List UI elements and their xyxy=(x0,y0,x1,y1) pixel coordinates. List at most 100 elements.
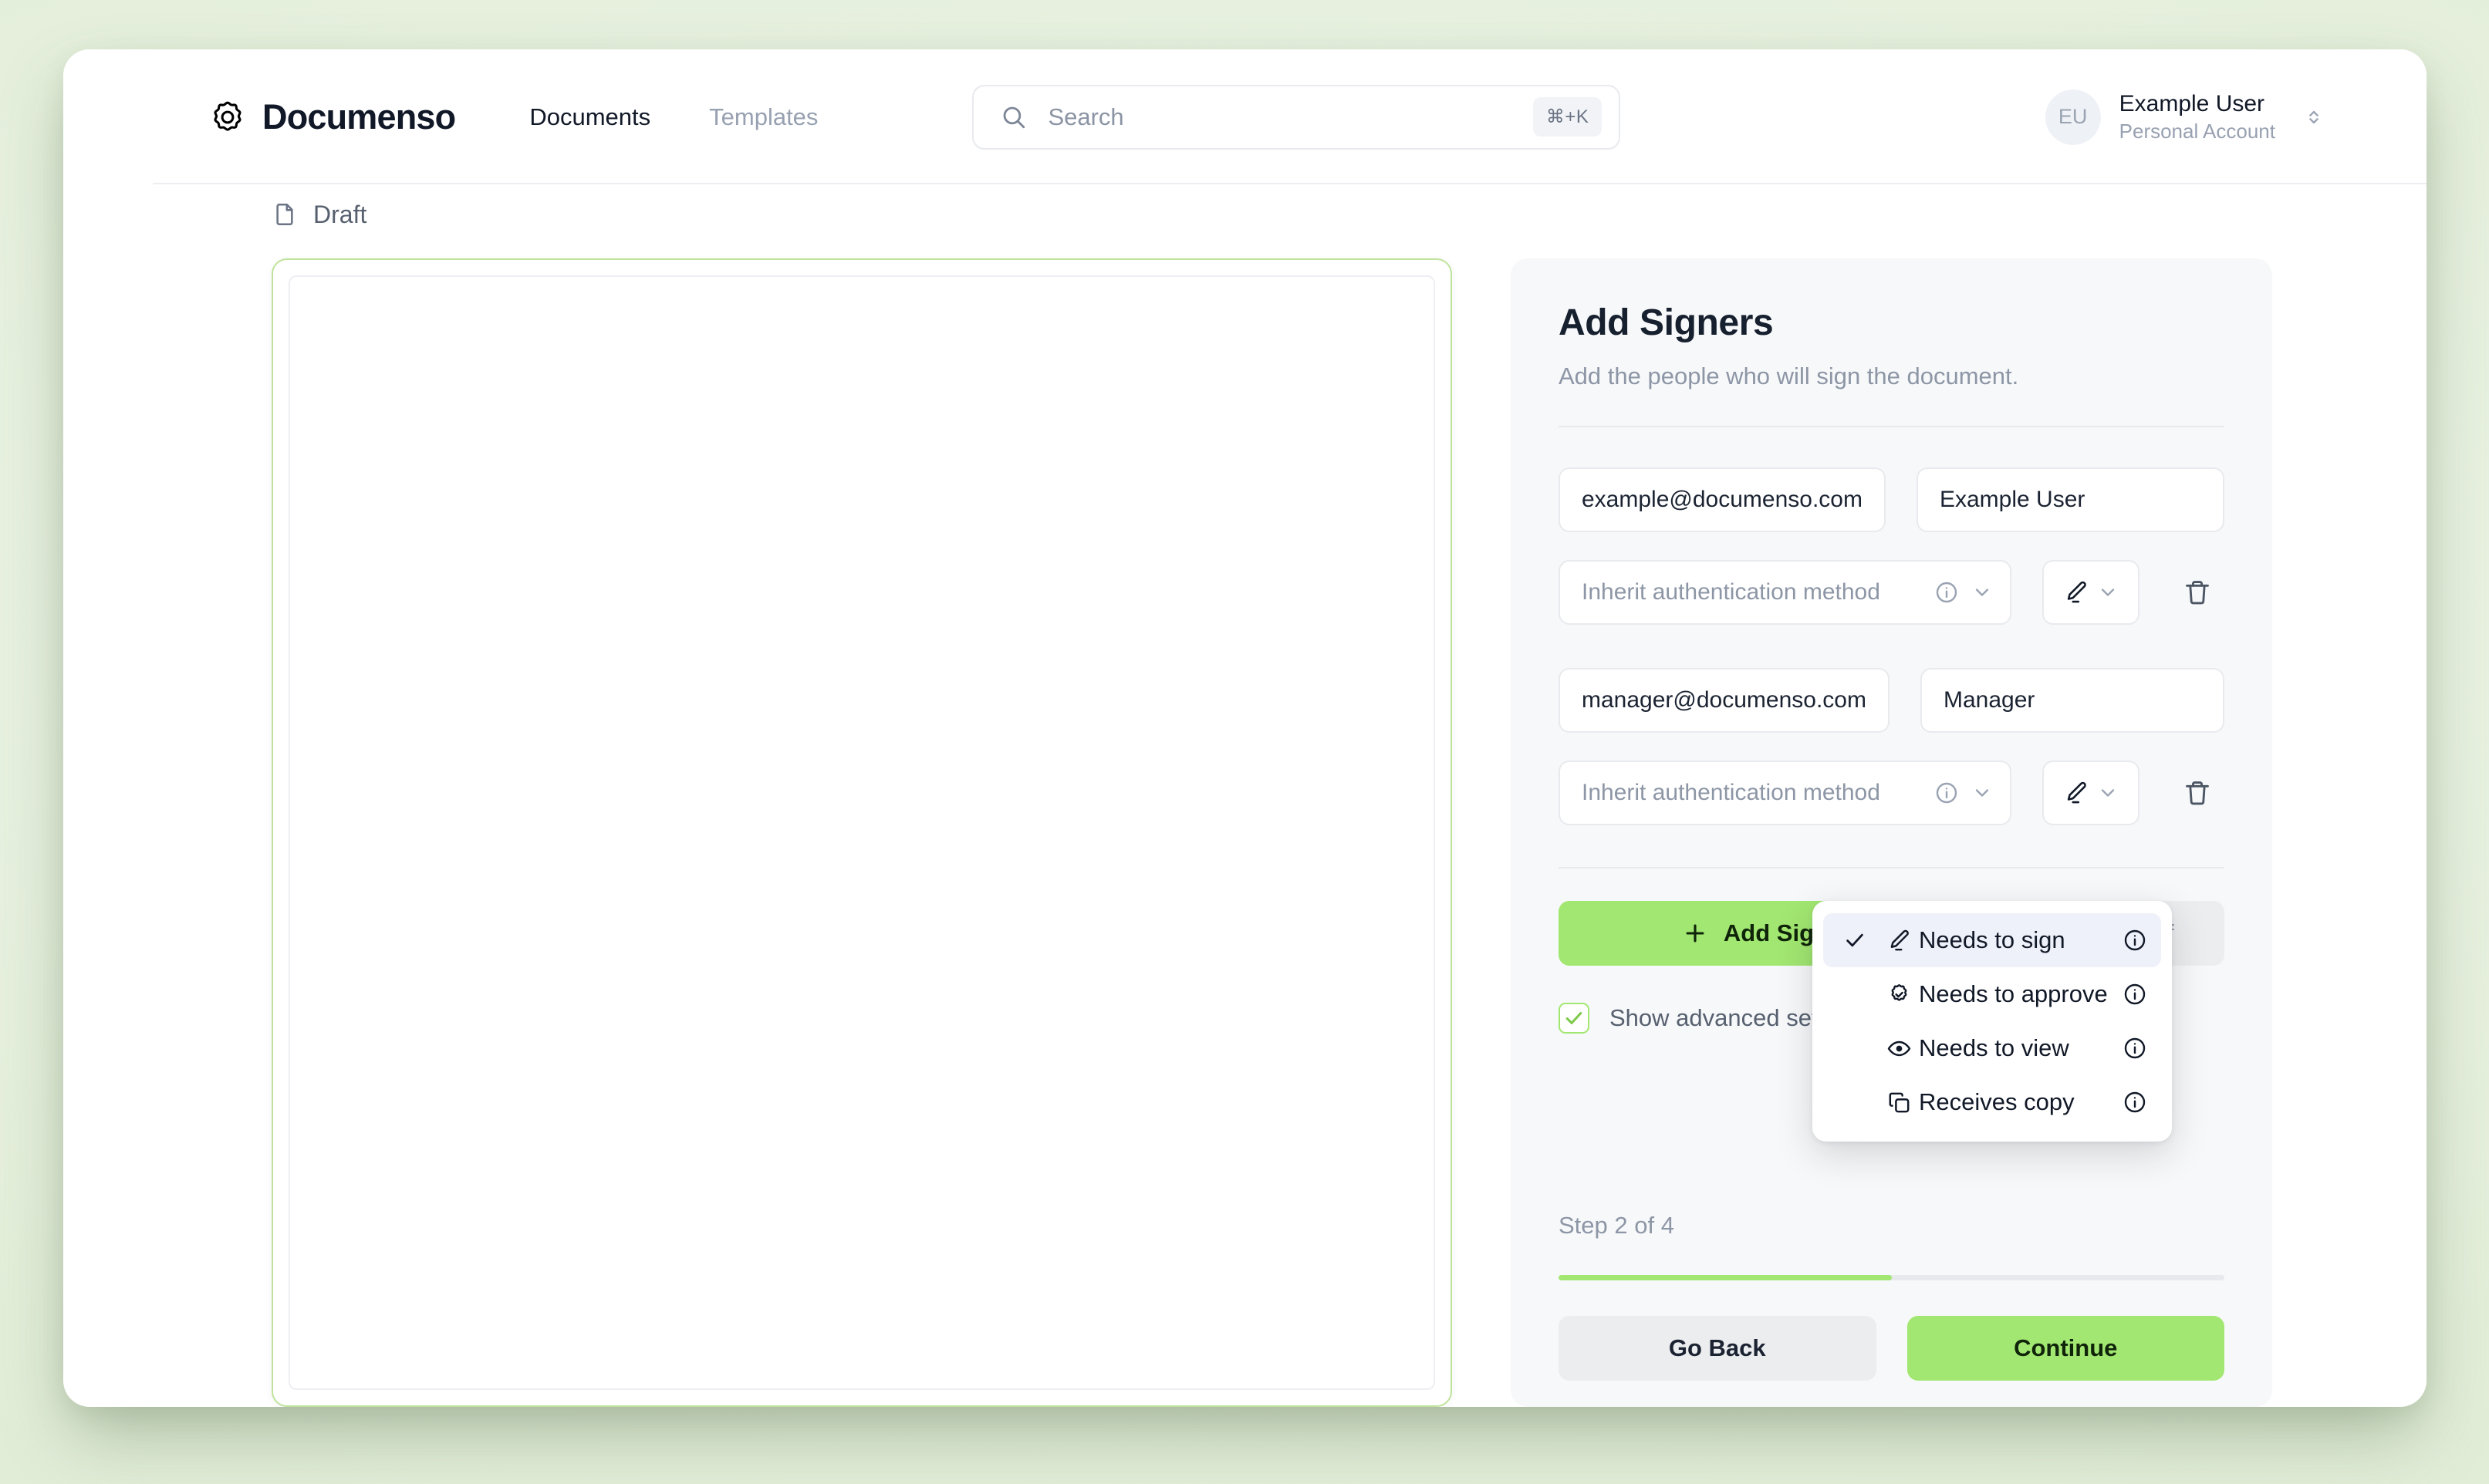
chevron-down-icon xyxy=(2101,789,2115,797)
menu-item-needs-to-view[interactable]: Needs to view xyxy=(1823,1021,2161,1075)
info-icon xyxy=(2124,929,2146,951)
menu-item-needs-to-approve[interactable]: Needs to approve xyxy=(1823,967,2161,1021)
page-title: Add Signers xyxy=(1559,302,1774,343)
menu-item-label: Needs to sign xyxy=(1919,926,2065,953)
signer-delete-button[interactable] xyxy=(2170,560,2224,625)
menu-item-needs-to-sign[interactable]: Needs to sign xyxy=(1823,913,2161,967)
trash-icon xyxy=(2186,781,2209,805)
signer-auth-value: Inherit authentication method xyxy=(1582,780,1880,805)
menu-item-label: Needs to approve xyxy=(1919,980,2108,1007)
panel-footer: Step 2 of 4 Go Back Continue xyxy=(1559,1212,2224,1407)
documenso-rosette-icon xyxy=(214,101,241,131)
app-header: Documenso Documents Templates Search ⌘+K… xyxy=(63,49,2427,184)
add-signers-panel: Add Signers Add the people who will sign… xyxy=(1511,258,2272,1407)
go-back-label: Go Back xyxy=(1668,1334,1766,1361)
search-shortcut-badge: ⌘+K xyxy=(1532,97,1602,137)
account-switcher[interactable]: EU Example User Personal Account xyxy=(2045,89,2334,145)
search-icon xyxy=(1004,106,1025,128)
trash-icon xyxy=(2186,581,2209,605)
page-subtitle: Add the people who will sign the documen… xyxy=(1559,363,2019,390)
nav-item-templates[interactable]: Templates xyxy=(709,103,819,130)
menu-item-info-icon[interactable] xyxy=(2119,1036,2150,1061)
pen-icon xyxy=(2067,781,2086,804)
brand-logo-group[interactable]: Documenso xyxy=(210,96,456,137)
go-back-button[interactable]: Go Back xyxy=(1559,1316,1876,1381)
copy-icon xyxy=(1889,1092,1909,1112)
app-window: Documenso Documents Templates Search ⌘+K… xyxy=(63,49,2427,1407)
main-nav: Documents Templates xyxy=(529,103,818,131)
signers-divider xyxy=(1559,867,2224,868)
info-icon xyxy=(2124,1037,2146,1059)
progress-bar xyxy=(1559,1275,2224,1280)
pen-icon xyxy=(1890,929,1909,950)
chevron-down-icon xyxy=(2101,589,2115,596)
signer-name-input[interactable]: Manager xyxy=(1920,668,2224,733)
signer-auth-adornments xyxy=(1934,580,1993,605)
signer-identity-row: example@documenso.com Example User xyxy=(1559,467,2224,532)
menu-icon-badge-check xyxy=(1879,982,1919,1007)
brand-name: Documenso xyxy=(262,96,456,137)
signer-email-input[interactable]: manager@documenso.com xyxy=(1559,668,1890,733)
menu-item-info-icon[interactable] xyxy=(2119,928,2150,953)
plus-icon xyxy=(1686,924,1704,943)
menu-item-label: Needs to view xyxy=(1919,1034,2069,1061)
info-icon xyxy=(2124,1091,2146,1113)
pen-icon xyxy=(2067,581,2086,603)
selected-check xyxy=(1831,929,1879,952)
signer-options-row: Inherit authentication method xyxy=(1559,761,2224,825)
user-name: Example User xyxy=(2119,91,2265,117)
menu-icon-copy xyxy=(1879,1090,1919,1115)
signer-auth-adornments xyxy=(1934,781,1993,805)
info-icon xyxy=(2124,983,2146,1005)
header-divider xyxy=(153,183,2427,184)
file-icon xyxy=(276,203,293,226)
signer-identity-row: manager@documenso.com Manager xyxy=(1559,668,2224,733)
user-account-type: Personal Account xyxy=(2119,120,2275,143)
signer-role-dropdown-menu: Needs to sign Needs to approve xyxy=(1812,901,2172,1142)
signer-options-row: Inherit authentication method xyxy=(1559,560,2224,625)
check-icon xyxy=(1846,933,1863,947)
eye-icon xyxy=(1887,1040,1910,1056)
continue-label: Continue xyxy=(2014,1334,2118,1361)
signer-email-input[interactable]: example@documenso.com xyxy=(1559,467,1886,532)
signer-role-button[interactable] xyxy=(2042,560,2139,625)
menu-icon-pen xyxy=(1879,928,1919,953)
search-placeholder: Search xyxy=(1048,103,1124,130)
signer-row: manager@documenso.com Manager Inherit au… xyxy=(1559,668,2224,825)
document-status-label: Draft xyxy=(313,200,367,228)
badge-check-icon xyxy=(1891,983,1906,1001)
menu-item-info-icon[interactable] xyxy=(2119,982,2150,1007)
signer-auth-select[interactable]: Inherit authentication method xyxy=(1559,761,2011,825)
panel-divider xyxy=(1559,426,2224,427)
app-body: Add Signers Add the people who will sign… xyxy=(63,245,2427,1407)
signer-name-input[interactable]: Example User xyxy=(1916,467,2224,532)
document-preview[interactable] xyxy=(272,258,1452,1407)
info-icon[interactable] xyxy=(1934,580,1959,605)
signer-auth-select[interactable]: Inherit authentication method xyxy=(1559,560,2011,625)
signer-row: example@documenso.com Example User Inher… xyxy=(1559,467,2224,625)
signer-list: example@documenso.com Example User Inher… xyxy=(1559,467,2224,825)
user-text: Example User Personal Account xyxy=(2119,91,2275,143)
info-icon[interactable] xyxy=(1934,781,1959,805)
show-advanced-settings-checkbox[interactable] xyxy=(1559,1003,1589,1034)
nav-item-documents[interactable]: Documents xyxy=(529,103,651,130)
menu-item-receives-copy[interactable]: Receives copy xyxy=(1823,1075,2161,1129)
document-status-bar: Draft xyxy=(63,184,2427,245)
step-indicator: Step 2 of 4 xyxy=(1559,1212,1674,1239)
continue-button[interactable]: Continue xyxy=(1906,1316,2224,1381)
signer-auth-value: Inherit authentication method xyxy=(1582,579,1880,605)
check-icon xyxy=(1565,1012,1582,1024)
progress-bar-fill xyxy=(1559,1275,1892,1280)
signer-delete-button[interactable] xyxy=(2170,761,2224,825)
footer-buttons: Go Back Continue xyxy=(1559,1316,2224,1407)
search-bar[interactable]: Search ⌘+K xyxy=(972,84,1621,150)
menu-item-label: Receives copy xyxy=(1919,1088,2075,1115)
menu-item-info-icon[interactable] xyxy=(2119,1090,2150,1115)
menu-icon-eye xyxy=(1879,1036,1919,1061)
chevron-down-icon xyxy=(1975,789,1989,797)
avatar: EU xyxy=(2045,89,2101,145)
signer-role-button[interactable] xyxy=(2042,761,2139,825)
document-page xyxy=(289,275,1435,1390)
chevron-down-icon xyxy=(1975,589,1989,596)
chevron-up-down-icon xyxy=(2309,110,2318,123)
